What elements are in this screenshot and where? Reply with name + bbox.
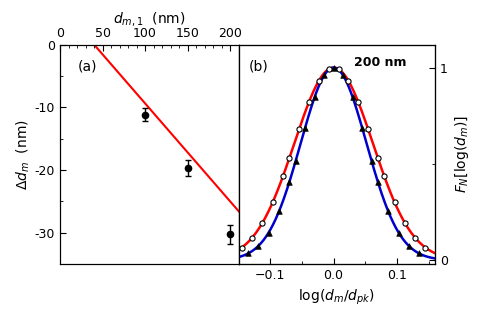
Point xyxy=(374,156,382,161)
Point xyxy=(364,127,372,132)
X-axis label: $d_{m,1}$  (nm): $d_{m,1}$ (nm) xyxy=(113,10,186,28)
Point xyxy=(295,127,303,132)
Point xyxy=(275,209,283,214)
Point xyxy=(405,243,413,248)
Point xyxy=(344,78,352,83)
Point xyxy=(258,220,266,225)
Point xyxy=(244,251,252,256)
Point xyxy=(334,66,342,72)
Y-axis label: $\Delta d_m$  (nm): $\Delta d_m$ (nm) xyxy=(14,119,32,190)
Point xyxy=(354,100,362,105)
Point xyxy=(310,94,318,100)
Point xyxy=(384,209,392,214)
Text: 200 nm: 200 nm xyxy=(354,57,406,69)
Point xyxy=(339,73,347,78)
X-axis label: $\log(d_m / d_{pk})$: $\log(d_m / d_{pk})$ xyxy=(298,287,376,307)
Point xyxy=(394,230,402,235)
Point xyxy=(380,174,388,179)
Point xyxy=(254,243,262,248)
Y-axis label: $F_N[\log(d_m)]$: $F_N[\log(d_m)]$ xyxy=(454,115,471,193)
Point xyxy=(324,66,332,72)
Point xyxy=(286,180,294,185)
Point xyxy=(315,78,323,83)
Point xyxy=(238,245,246,250)
Text: (b): (b) xyxy=(248,60,268,74)
Point xyxy=(330,65,338,70)
Point xyxy=(390,200,398,205)
Point xyxy=(248,235,256,240)
Point xyxy=(415,251,423,256)
Point xyxy=(374,180,382,185)
Point xyxy=(286,156,294,161)
Text: (a): (a) xyxy=(78,60,98,74)
Point xyxy=(422,245,430,250)
Point xyxy=(320,73,328,78)
Point xyxy=(411,235,419,240)
Point xyxy=(292,159,300,164)
Point xyxy=(301,125,309,130)
Point xyxy=(368,159,376,164)
Point xyxy=(348,94,356,100)
Point xyxy=(279,174,287,179)
Point xyxy=(401,220,409,225)
Point xyxy=(264,230,272,235)
Point xyxy=(358,125,366,130)
Point xyxy=(305,100,313,105)
Point xyxy=(268,200,276,205)
